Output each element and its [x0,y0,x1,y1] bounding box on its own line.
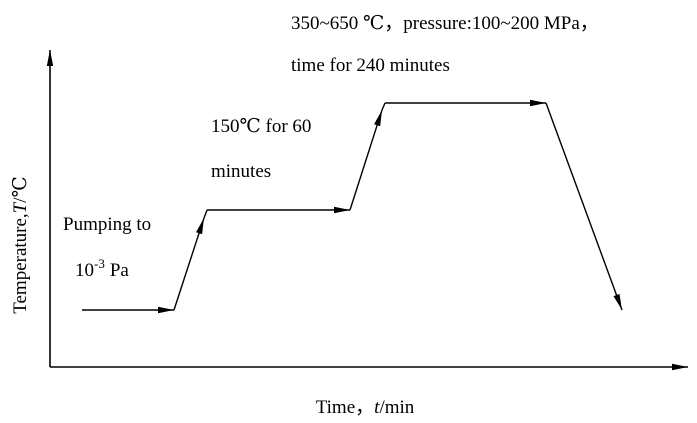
y-label-prefix: Temperature, [10,213,31,313]
x-label-symbol: t [374,397,380,418]
cooling-segment [545,102,623,311]
heating-segment [173,217,205,311]
heating-segment [203,209,208,219]
pressure-exponent: -3 [94,256,105,271]
y-axis-label: Temperature,T/℃ [10,176,31,314]
pumping-line1: Pumping to [63,214,151,235]
heating-segment [381,102,386,111]
pumping-line2: 10-3 Pa [75,256,129,281]
final-stage-line2: time for 240 minutes [291,55,450,76]
x-label-suffix: /min [379,397,414,418]
y-label-symbol: T [10,201,31,213]
heating-segment [349,109,383,211]
final-stage-line1: 350~650 ℃，pressure:100~200 MPa， [291,13,599,34]
x-axis-label: Time，t/min [316,397,415,418]
hold-stage-line2: minutes [211,161,271,182]
x-label-prefix: Time， [316,397,374,418]
y-label-suffix: /℃ [10,176,31,203]
hold-stage-line1: 150℃ for 60 [211,116,311,137]
pressure-unit: Pa [110,260,130,281]
process-curve [82,99,623,314]
pressure-base: 10 [75,260,94,281]
